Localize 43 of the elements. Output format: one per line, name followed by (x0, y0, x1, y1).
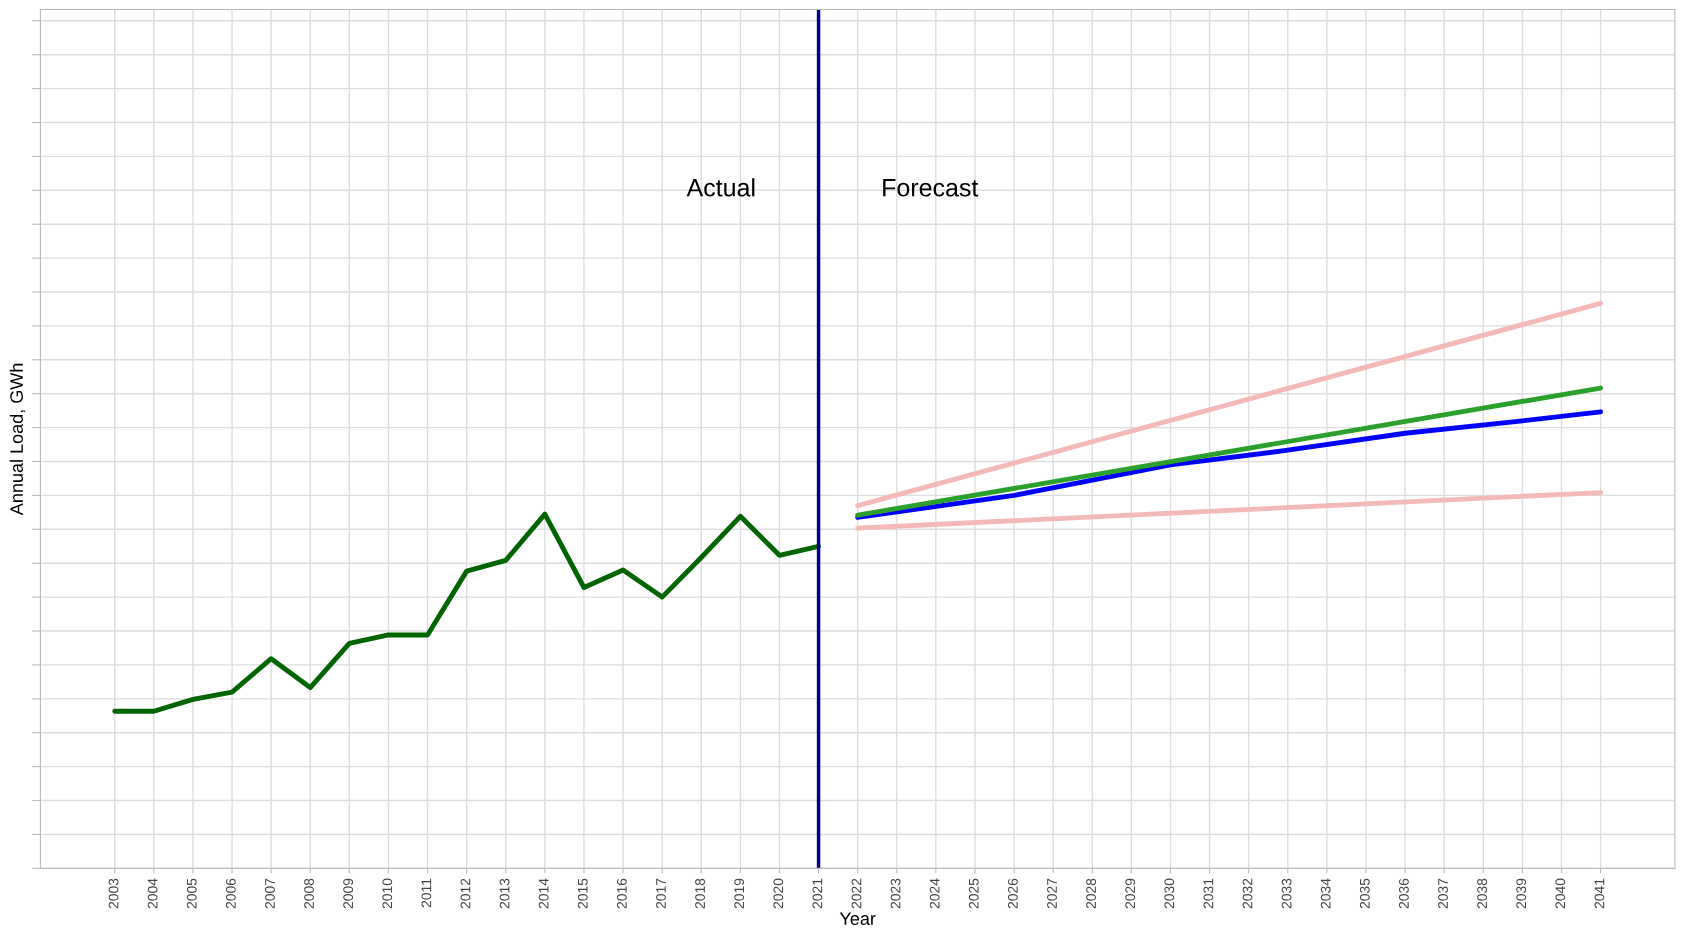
x-tick-label: 2021 (812, 878, 823, 909)
x-tick-label: 2005 (186, 878, 197, 909)
x-tick-label: 2009 (343, 878, 354, 909)
x-tick-label: 2029 (1125, 878, 1136, 909)
x-tick-label: 2019 (734, 878, 745, 909)
x-tick-label: 2030 (1164, 878, 1175, 909)
x-tick-label: 2039 (1516, 878, 1527, 909)
x-tick-label: 2014 (538, 878, 549, 909)
x-tick-label: 2034 (1320, 878, 1331, 909)
x-tick-label: 2040 (1555, 878, 1566, 909)
x-tick-label: 2006 (225, 878, 236, 909)
text: Actual (686, 178, 755, 197)
x-tick-label: 2011 (421, 878, 432, 908)
x-tick-label: 2015 (577, 878, 588, 909)
x-tick-label: 2016 (616, 878, 627, 909)
x-tick-label: 2036 (1398, 878, 1409, 909)
x-tick-label: 2022 (851, 878, 862, 909)
x-axis-title: Year (839, 912, 876, 925)
x-tick-label: 2027 (1047, 878, 1057, 909)
x-tick-label: 2020 (773, 878, 784, 909)
x-tick-label: 2037 (1438, 878, 1448, 909)
x-tick-label: 2032 (1242, 878, 1253, 909)
y-axis-title: Annual Load, GWh (9, 363, 26, 516)
x-tick-label: 2033 (1281, 878, 1292, 909)
x-tick-label: 2026 (1007, 878, 1018, 909)
x-tick-label: 2017 (656, 878, 666, 909)
x-tick-label: 2038 (1477, 878, 1488, 909)
x-tick-label: 2031 (1203, 878, 1214, 909)
x-tick-label: 2008 (304, 878, 314, 909)
x-tick-label: 2035 (1359, 878, 1370, 909)
x-tick-label: 2028 (1086, 878, 1096, 909)
x-tick-label: 2041 (1594, 878, 1605, 909)
x-tick-label: 2024 (929, 878, 940, 909)
x-tick-label: 2012 (460, 878, 471, 909)
x-tick-label: 2003 (108, 878, 119, 909)
x-tick-label: 2025 (968, 878, 979, 909)
text: Forecast (883, 179, 979, 197)
x-tick-label: 2018 (695, 878, 705, 909)
x-tick-label: 2007 (265, 878, 275, 909)
x-tick-label: 2013 (499, 878, 510, 909)
x-tick-label: 2004 (147, 878, 158, 909)
x-tick-label: 2023 (890, 878, 901, 909)
x-tick-label: 2010 (382, 878, 393, 909)
